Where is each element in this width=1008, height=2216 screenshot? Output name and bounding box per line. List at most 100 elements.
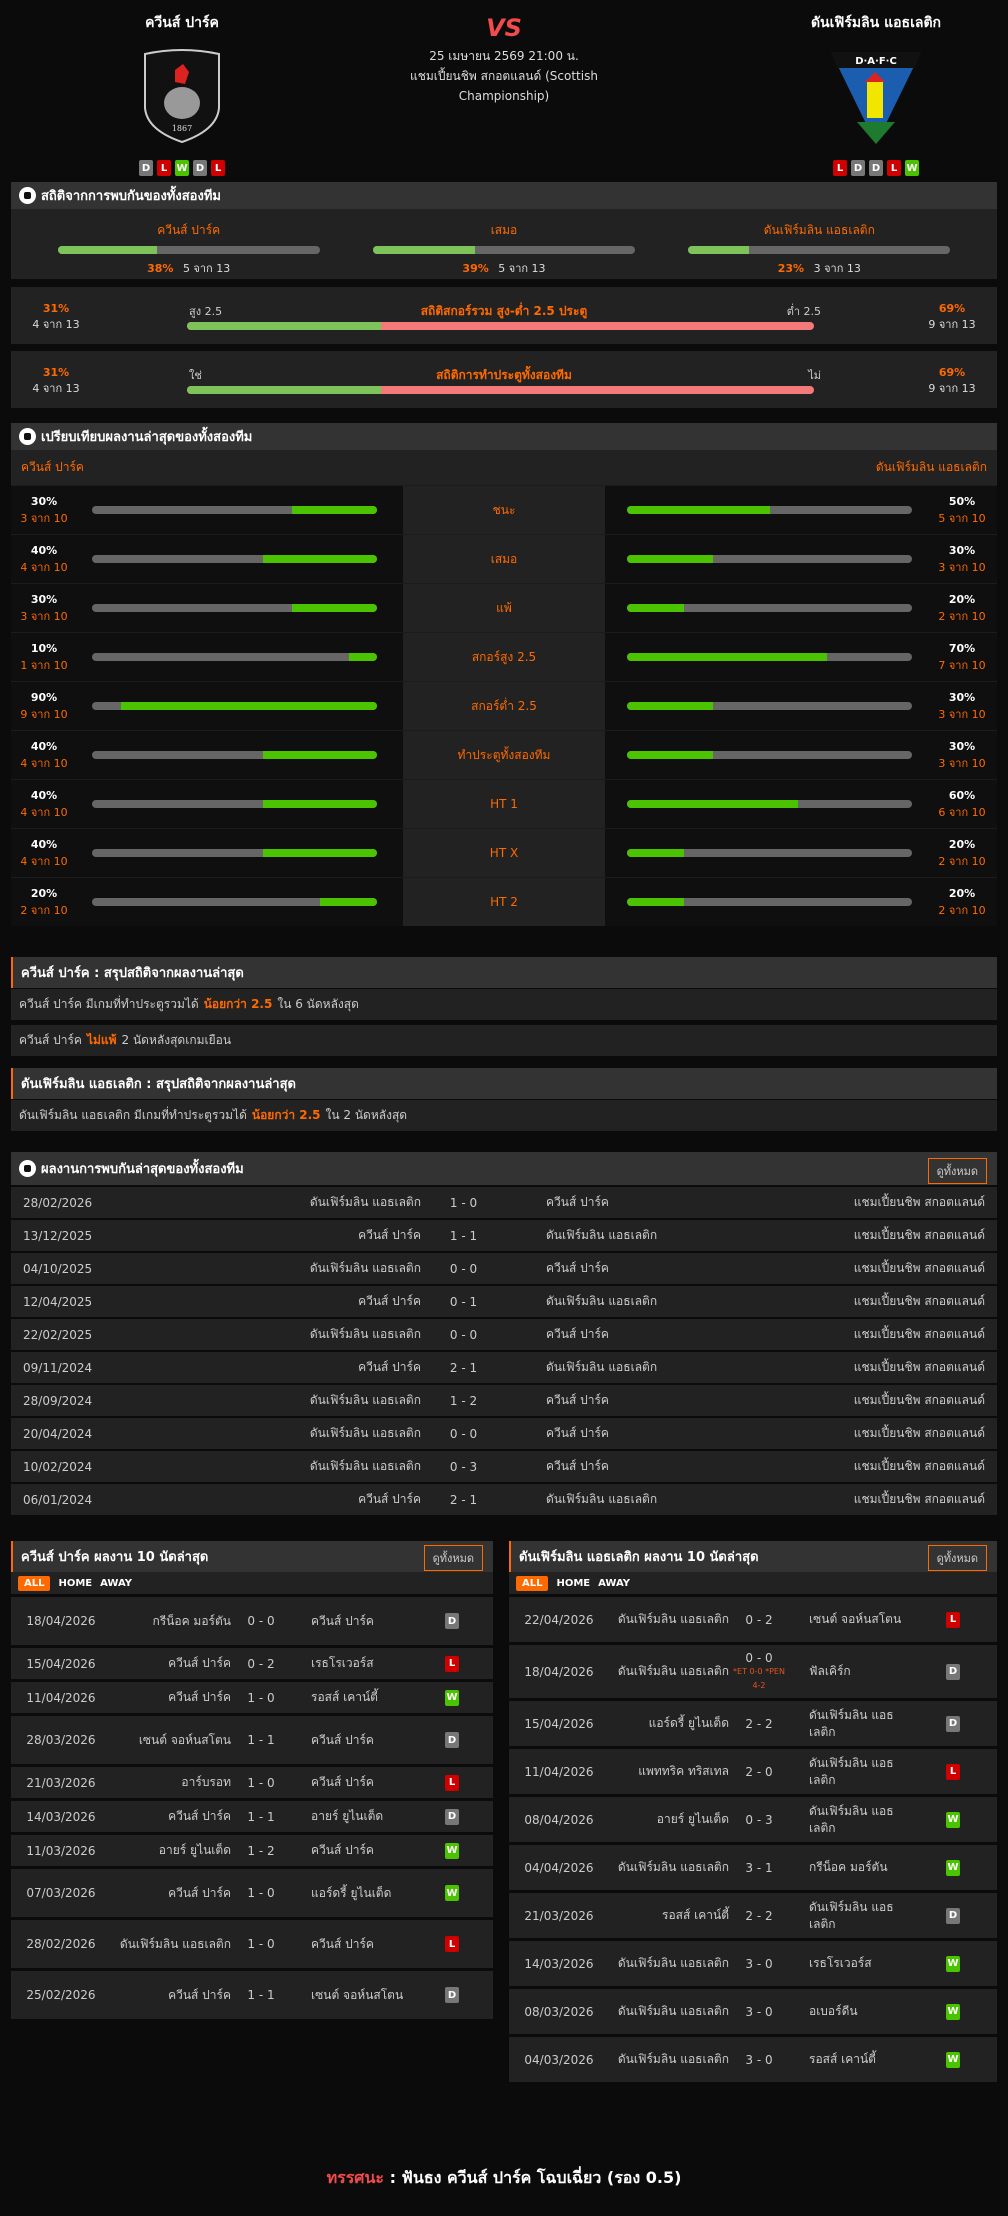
result-badge-d: D	[946, 1663, 960, 1680]
table-row[interactable]: 08/04/2026 อายร์ ยูไนเต็ด 0 - 3 ดันเฟิร์มลิ…	[509, 1797, 997, 1842]
compare-home-name: ควีนส์ ปาร์ค	[21, 460, 84, 474]
table-row[interactable]: 28/02/2026 ดันเฟิร์มลิน แอธเลติก 1 - 0 ควีน…	[11, 1187, 997, 1218]
table-row[interactable]: 18/04/2026 กรีน็อค มอร์ตัน 0 - 0 ควีนส์ ปาร…	[11, 1597, 493, 1645]
table-row[interactable]: 15/04/2026 ควีนส์ ปาร์ค 0 - 2 เรธโรเวอร์ส L	[11, 1648, 493, 1679]
home-team: ดันเฟิร์มลิน แอธเลติก	[617, 1956, 729, 1970]
compare-label: สกอร์ต่ำ 2.5	[403, 682, 605, 730]
stat-bar	[372, 246, 635, 254]
away-bar-fill	[627, 604, 684, 612]
table-row[interactable]: 04/03/2026 ดันเฟิร์มลิน แอธเลติก 3 - 0 รอสส…	[509, 2037, 997, 2082]
match-date: 04/04/2026	[524, 1860, 594, 1875]
compare-row: 40% 4 จาก 10 HT X 20% 2 จาก 10	[11, 828, 997, 877]
result-cell: W	[411, 1842, 493, 1859]
table-row[interactable]: 06/01/2024 ควีนส์ ปาร์ค 2 - 1 ดันเฟิร์มลิน …	[11, 1484, 997, 1515]
table-row[interactable]: 28/09/2024 ดันเฟิร์มลิน แอธเลติก 1 - 2 ควีน…	[11, 1385, 997, 1416]
result-cell: L	[411, 1936, 493, 1952]
h2h-result-stats: ควีนส์ ปาร์ค 38% 5 จาก 13 เสมอ 39% 5 จาก 13…	[11, 209, 997, 279]
filter-tab-away[interactable]: AWAY	[100, 1577, 133, 1589]
compare-row: 10% 1 จาก 10 สกอร์สูง 2.5 70% 7 จาก 10	[11, 632, 997, 681]
split-bar-fill	[187, 386, 382, 394]
home-pct: 20%	[30, 887, 58, 900]
stat-sub: 38% 5 จาก 13	[58, 259, 320, 277]
match-datetime: 25 เมษายน 2569 21:00 น.	[429, 49, 579, 63]
table-row[interactable]: 21/03/2026 รอสส์ เคาน์ตี้ 2 - 2 ดันเฟิร์มลิ…	[509, 1893, 997, 1938]
result-cell: L	[411, 1655, 493, 1672]
section-header: ผลงานการพบกันล่าสุดของทั้งสองทีม ดูทั้งห…	[11, 1152, 997, 1185]
table-row[interactable]: 14/03/2026 ควีนส์ ปาร์ค 1 - 1 อายร์ ยูไนเต็…	[11, 1801, 493, 1832]
table-row[interactable]: 28/02/2026 ดันเฟิร์มลิน แอธเลติก 1 - 0 ควีน…	[11, 1920, 493, 1968]
table-row[interactable]: 04/10/2025 ดันเฟิร์มลิน แอธเลติก 0 - 0 ควีน…	[11, 1253, 997, 1284]
form-badge-d: D	[139, 160, 153, 176]
home-side: 90% 9 จาก 10	[11, 682, 403, 730]
compare-row: 40% 4 จาก 10 ทำประตูทั้งสองทีม 30% 3 จาก 10	[11, 730, 997, 779]
away-value: 60% 6 จาก 10	[937, 787, 987, 821]
score: 2 - 1	[449, 1360, 478, 1375]
result-cell: W	[411, 1885, 493, 1901]
match-date: 22/02/2025	[23, 1327, 93, 1342]
home-side: 30% 3 จาก 10	[11, 486, 403, 534]
view-all-button[interactable]: ดูทั้งหมด	[423, 1545, 483, 1571]
table-row[interactable]: 11/03/2026 อายร์ ยูไนเต็ด 1 - 2 ควีนส์ ปาร์…	[11, 1835, 493, 1866]
table-row[interactable]: 11/04/2026 ควีนส์ ปาร์ค 1 - 0 รอสส์ เคาน์ตี…	[11, 1682, 493, 1713]
score: 1 - 0	[247, 1937, 275, 1951]
away-team: ฟัลเคิร์ก	[809, 1664, 851, 1678]
home-team: กรีน็อค มอร์ตัน	[152, 1613, 231, 1628]
home-team: แพททริค ทริสเทล	[638, 1764, 729, 1778]
away-value: 20% 2 จาก 10	[937, 591, 987, 625]
table-row[interactable]: 11/04/2026 แพททริค ทริสเทล 2 - 0 ดันเฟิร์มล…	[509, 1749, 997, 1794]
compare-rows: 30% 3 จาก 10 ชนะ 50% 5 จาก 10 40% 4 จาก 10 เสมอ…	[11, 485, 997, 926]
away-side: 20% 2 จาก 10	[605, 584, 997, 632]
away-value: 20% 2 จาก 10	[937, 836, 987, 870]
stat-title: สถิติสกอร์รวม สูง-ต่ำ 2.5 ประตู	[420, 304, 588, 318]
result-badge-l: L	[445, 1936, 459, 1952]
table-row[interactable]: 25/02/2026 ควีนส์ ปาร์ค 1 - 1 เซนต์ จอห์นสโ…	[11, 1971, 493, 2019]
home-count: 4 จาก 10	[20, 855, 68, 868]
home-value: 40% 4 จาก 10	[19, 542, 69, 576]
away-team: แอร์ดรี้ ยูไนเต็ด	[311, 1885, 392, 1900]
table-row[interactable]: 08/03/2026 ดันเฟิร์มลิน แอธเลติก 3 - 0 อเบอ…	[509, 1989, 997, 2034]
table-row[interactable]: 22/04/2026 ดันเฟิร์มลิน แอธเลติก 0 - 2 เซนต…	[509, 1597, 997, 1642]
table-row[interactable]: 10/02/2024 ดันเฟิร์มลิน แอธเลติก 0 - 3 ควีน…	[11, 1451, 997, 1482]
left-label: สูง 2.5	[189, 305, 223, 318]
table-row[interactable]: 15/04/2026 แอร์ดรี้ ยูไนเต็ด 2 - 2 ดันเฟิร์…	[509, 1701, 997, 1746]
filter-tab-all[interactable]: ALL	[18, 1575, 51, 1591]
home-pct: 40%	[30, 789, 58, 802]
table-row[interactable]: 07/03/2026 ควีนส์ ปาร์ค 1 - 0 แอร์ดรี้ ยูไน…	[11, 1869, 493, 1917]
compare-label: สกอร์สูง 2.5	[403, 633, 605, 681]
summary-text: ใน 2 นัดหลังสุด	[325, 1108, 408, 1122]
result-cell: W	[909, 1859, 997, 1876]
result-cell: W	[909, 2051, 997, 2068]
table-row[interactable]: 13/12/2025 ควีนส์ ปาร์ค 1 - 1 ดันเฟิร์มลิน …	[11, 1220, 997, 1251]
table-row[interactable]: 04/04/2026 ดันเฟิร์มลิน แอธเลติก 3 - 1 กรีน…	[509, 1845, 997, 1890]
away-bar	[627, 702, 912, 710]
score: 2 - 1	[449, 1492, 478, 1507]
table-row[interactable]: 09/11/2024 ควีนส์ ปาร์ค 2 - 1 ดันเฟิร์มลิน …	[11, 1352, 997, 1383]
table-row[interactable]: 21/03/2026 อาร์บรอท 1 - 0 ควีนส์ ปาร์ค L	[11, 1767, 493, 1798]
table-row[interactable]: 12/04/2025 ควีนส์ ปาร์ค 0 - 1 ดันเฟิร์มลิน …	[11, 1286, 997, 1317]
away-team: ควีนส์ ปาร์ค	[311, 1775, 374, 1789]
home-count: 1 จาก 10	[20, 659, 68, 672]
view-all-button[interactable]: ดูทั้งหมด	[927, 1545, 987, 1571]
view-all-button[interactable]: ดูทั้งหมด	[927, 1158, 987, 1184]
table-row[interactable]: 18/04/2026 ดันเฟิร์มลิน แอธเลติก 0 - 0 *ET …	[509, 1645, 997, 1698]
stat-item: เสมอ 39% 5 จาก 13	[372, 221, 635, 279]
result-badge-d: D	[445, 1987, 459, 2003]
away-team: ควีนส์ ปาร์ค	[311, 1613, 374, 1628]
away-team: ควีนส์ ปาร์ค	[546, 1261, 609, 1275]
away-team: ดันเฟิร์มลิน แอธเลติก	[809, 1755, 894, 1787]
filter-tab-all[interactable]: ALL	[516, 1575, 549, 1591]
table-row[interactable]: 14/03/2026 ดันเฟิร์มลิน แอธเลติก 3 - 0 เรธโ…	[509, 1941, 997, 1986]
result-badge-d: D	[946, 1907, 960, 1924]
away-team: ดันเฟิร์มลิน แอธเลติก	[546, 1294, 658, 1308]
table-row[interactable]: 28/03/2026 เซนต์ จอห์นสโตน 1 - 1 ควีนส์ ปาร…	[11, 1716, 493, 1764]
filter-tab-home[interactable]: HOME	[556, 1577, 591, 1589]
match-date: 04/10/2025	[23, 1261, 93, 1276]
compare-row: 40% 4 จาก 10 HT 1 60% 6 จาก 10	[11, 779, 997, 828]
score-cell: 1 - 1	[231, 1988, 291, 2002]
filter-tab-away[interactable]: AWAY	[598, 1577, 631, 1589]
table-row[interactable]: 22/02/2025 ดันเฟิร์มลิน แอธเลติก 0 - 0 ควีน…	[11, 1319, 997, 1350]
right-label: ต่ำ 2.5	[786, 305, 821, 318]
filter-tab-home[interactable]: HOME	[58, 1577, 93, 1589]
home-team: ควีนส์ ปาร์ค	[358, 1492, 421, 1506]
table-row[interactable]: 20/04/2024 ดันเฟิร์มลิน แอธเลติก 0 - 0 ควีน…	[11, 1418, 997, 1449]
